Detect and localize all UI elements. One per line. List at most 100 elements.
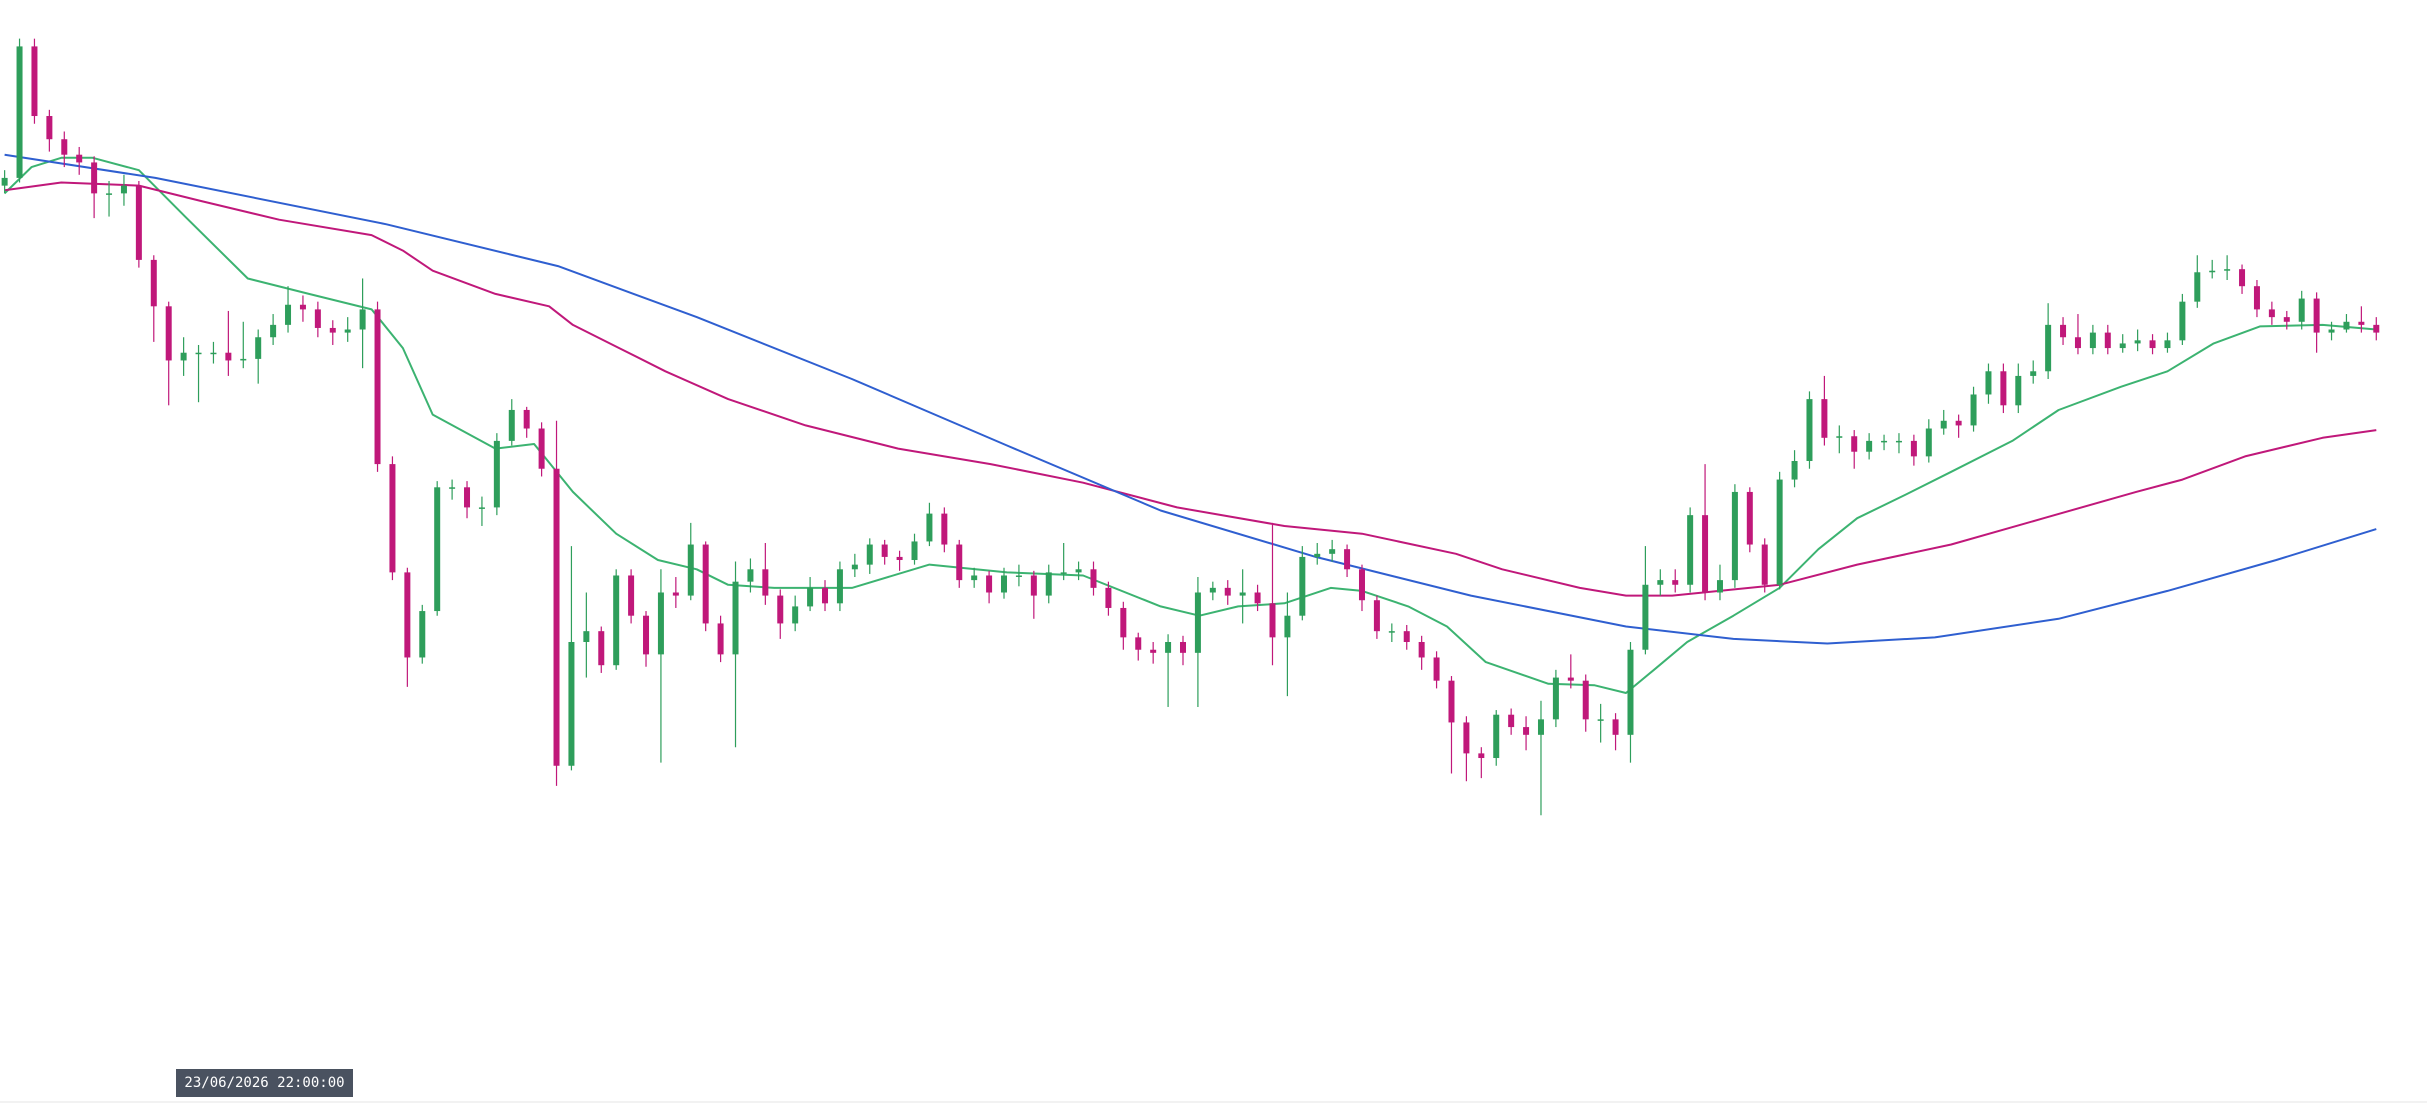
candle-body bbox=[478, 507, 485, 509]
moving-average-line bbox=[4, 181, 2377, 597]
candle-body bbox=[493, 440, 500, 508]
candle-body bbox=[240, 358, 247, 361]
candle-body bbox=[2119, 343, 2126, 349]
candle-body bbox=[91, 162, 98, 194]
candle-body bbox=[225, 352, 232, 361]
candle-body bbox=[717, 623, 724, 655]
candle-body bbox=[299, 304, 306, 310]
candle-body bbox=[1314, 553, 1321, 557]
candle-body bbox=[1150, 649, 1157, 653]
candle-body bbox=[1090, 569, 1097, 588]
candle-body bbox=[120, 185, 127, 194]
candle-body bbox=[762, 569, 769, 596]
candle-body bbox=[1001, 575, 1008, 593]
candle-body bbox=[255, 337, 262, 359]
candle-body bbox=[1284, 615, 1291, 638]
candle-body bbox=[568, 641, 575, 766]
candle-body bbox=[2194, 272, 2201, 302]
candle-body bbox=[1716, 580, 1723, 593]
candle-body bbox=[165, 306, 172, 361]
candle-body bbox=[941, 513, 948, 545]
candle-body bbox=[1194, 592, 1201, 653]
candle-body bbox=[956, 544, 963, 581]
candle-body bbox=[687, 544, 694, 596]
candle-body bbox=[598, 631, 605, 666]
candle-body bbox=[329, 327, 336, 333]
candle-body bbox=[1761, 544, 1768, 585]
candle-body bbox=[926, 513, 933, 542]
candle-body bbox=[2253, 286, 2260, 310]
candle-body bbox=[836, 569, 843, 604]
candle-body bbox=[643, 615, 650, 655]
candle-body bbox=[2328, 329, 2335, 333]
candle-body bbox=[1925, 428, 1932, 457]
candle-body bbox=[1358, 569, 1365, 601]
candle-body bbox=[1955, 420, 1962, 426]
candle-body bbox=[881, 544, 888, 557]
candle-body bbox=[1940, 420, 1947, 429]
candle-body bbox=[1209, 587, 1216, 593]
candle-body bbox=[657, 592, 664, 655]
candle-body bbox=[270, 324, 277, 338]
candle-body bbox=[1508, 714, 1515, 728]
candle-body bbox=[2149, 340, 2156, 349]
candle-body bbox=[1388, 631, 1395, 633]
candle-body bbox=[31, 46, 38, 117]
candle-body bbox=[1537, 719, 1544, 735]
candle-body bbox=[1493, 714, 1500, 759]
candle-body bbox=[672, 592, 679, 596]
candle-body bbox=[822, 587, 829, 604]
candle-body bbox=[2104, 332, 2111, 349]
candle-body bbox=[106, 193, 113, 195]
candle-body bbox=[135, 185, 142, 260]
candle-body bbox=[2060, 324, 2067, 338]
candle-body bbox=[1373, 600, 1380, 632]
candle-body bbox=[1344, 549, 1351, 570]
candle-body bbox=[210, 352, 217, 355]
candle-body bbox=[1791, 461, 1798, 480]
candle-body bbox=[1075, 569, 1082, 573]
candle-body bbox=[419, 611, 426, 658]
candle-body bbox=[1478, 753, 1485, 759]
candle-body bbox=[1448, 680, 1455, 723]
candle-body bbox=[971, 575, 978, 581]
candle-body bbox=[2358, 321, 2365, 325]
candle-body bbox=[2209, 270, 2216, 273]
candle-body bbox=[1552, 677, 1559, 720]
candle-body bbox=[195, 352, 202, 355]
candle-body bbox=[2045, 324, 2052, 372]
candle-body bbox=[1672, 580, 1679, 585]
candle-body bbox=[851, 564, 858, 570]
candle-body bbox=[1120, 607, 1127, 638]
candle-body bbox=[1776, 479, 1783, 585]
candle-body bbox=[2373, 324, 2380, 333]
candle-body bbox=[2283, 317, 2290, 322]
candle-body bbox=[1866, 440, 1873, 452]
candle-body bbox=[807, 587, 814, 607]
candle-body bbox=[449, 487, 456, 489]
candle-body bbox=[986, 575, 993, 593]
candle-body bbox=[628, 575, 635, 616]
candle-body bbox=[1746, 491, 1753, 545]
candle-body bbox=[2074, 337, 2081, 349]
candle-body bbox=[1687, 515, 1694, 585]
crosshair-time-label: 23/06/2026 22:00:00 bbox=[176, 1069, 353, 1097]
candle-body bbox=[1239, 592, 1246, 596]
candle-body bbox=[374, 309, 381, 465]
candle-body bbox=[2015, 375, 2022, 406]
candle-body bbox=[523, 409, 530, 429]
candle-body bbox=[2000, 371, 2007, 406]
candle-body bbox=[1970, 394, 1977, 426]
candle-body bbox=[613, 575, 620, 666]
candle-body bbox=[434, 487, 441, 612]
candle-body bbox=[1657, 580, 1664, 585]
moving-average-line bbox=[4, 153, 2377, 645]
candle-body bbox=[1463, 722, 1470, 754]
candle-body bbox=[1224, 587, 1231, 596]
candle-body bbox=[2089, 332, 2096, 349]
candle-body bbox=[314, 309, 321, 328]
candle-body bbox=[1731, 491, 1738, 581]
candle-body bbox=[1418, 641, 1425, 658]
candle-body bbox=[1523, 727, 1530, 735]
candle-body bbox=[702, 544, 709, 624]
